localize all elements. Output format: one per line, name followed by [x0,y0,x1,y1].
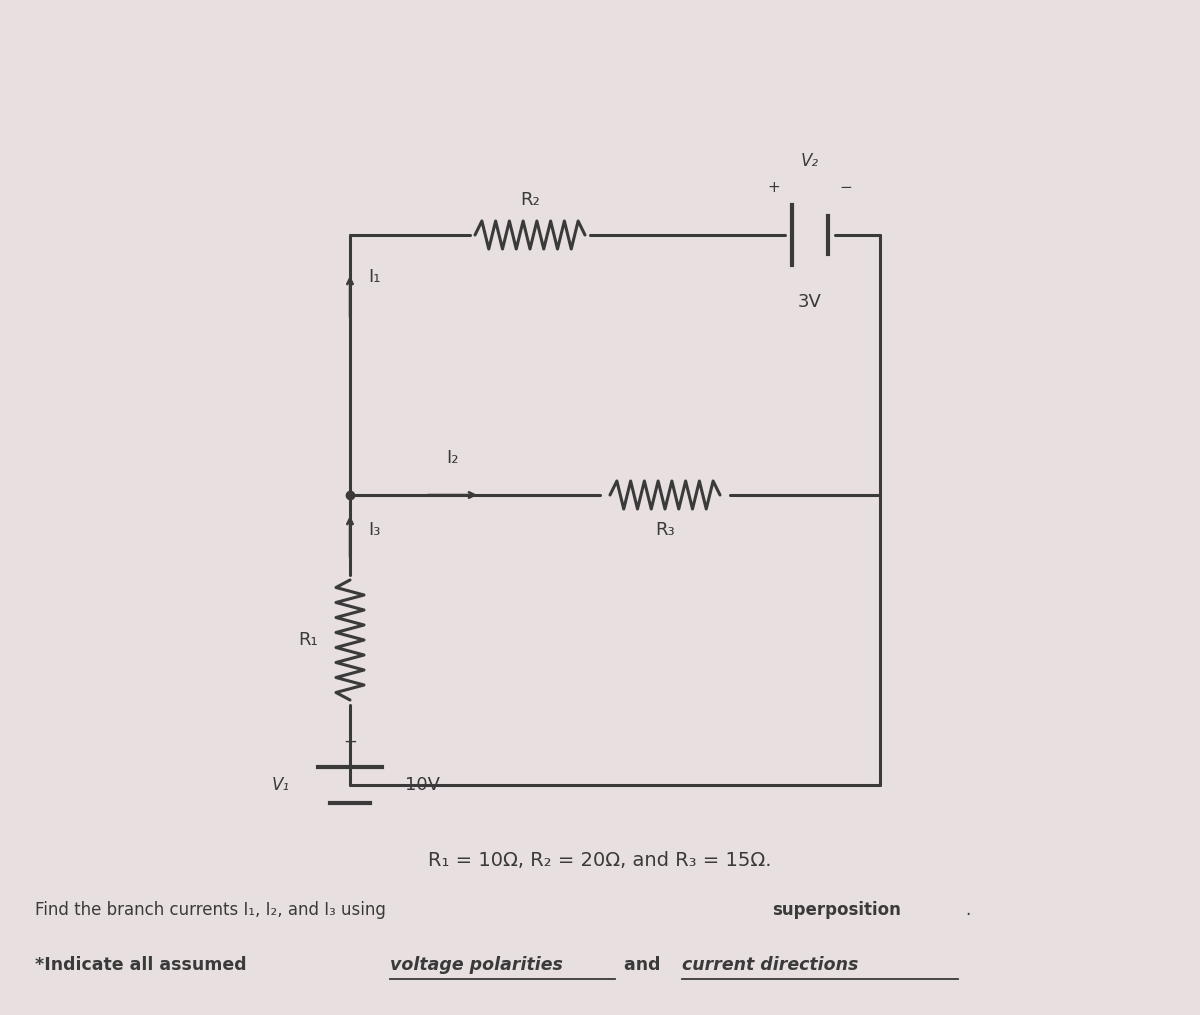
Text: +: + [768,180,780,195]
Text: 10V: 10V [406,776,440,794]
Text: V₁: V₁ [272,776,290,794]
Text: voltage polarities: voltage polarities [390,956,563,974]
Text: I₁: I₁ [368,268,380,286]
Text: .: . [965,901,971,919]
Text: Find the branch currents I₁, I₂, and I₃ using: Find the branch currents I₁, I₂, and I₃ … [35,901,391,919]
Text: R₁: R₁ [298,631,318,649]
Text: and: and [618,956,666,974]
Text: R₂: R₂ [520,191,540,209]
Text: *Indicate all assumed: *Indicate all assumed [35,956,253,974]
Text: V₂: V₂ [802,152,818,170]
Text: R₁ = 10Ω, R₂ = 20Ω, and R₃ = 15Ω.: R₁ = 10Ω, R₂ = 20Ω, and R₃ = 15Ω. [428,851,772,870]
Text: 3V: 3V [798,293,822,311]
Text: superposition: superposition [772,901,901,919]
Text: −: − [840,180,852,195]
Text: I₂: I₂ [446,449,460,467]
Text: R₃: R₃ [655,521,674,539]
Text: current directions: current directions [682,956,858,974]
Text: +: + [343,733,356,751]
Text: I₃: I₃ [368,521,380,539]
